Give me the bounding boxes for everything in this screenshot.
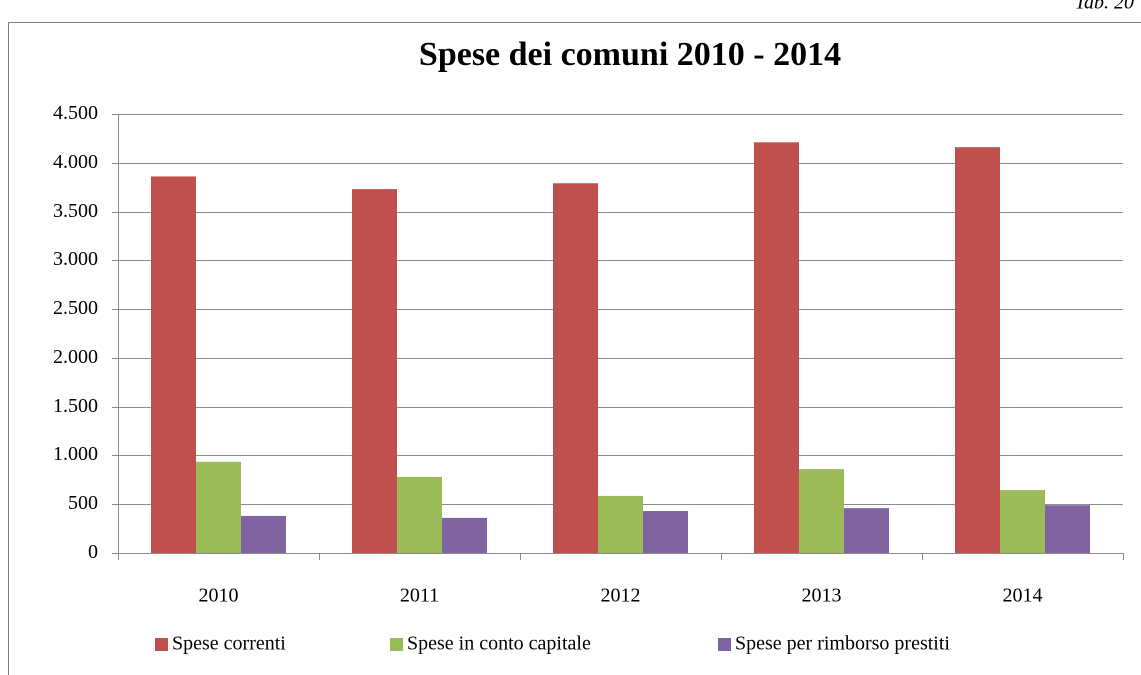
bar [643,511,688,553]
legend-swatch [155,638,168,651]
y-tick-label: 2.000 [53,346,98,368]
y-tick-label: 1.000 [53,443,98,465]
y-tick-label: 4.000 [53,151,98,173]
bar [754,142,799,553]
y-tick-label: 3.000 [53,248,98,270]
y-tick-label: 500 [68,492,98,514]
bar [397,476,442,553]
bar [196,461,241,553]
y-tick-label: 1.500 [53,395,98,417]
bar [844,508,889,553]
bar [352,189,397,553]
legend-label: Spese per rimborso prestiti [735,633,950,655]
table-label: Tab. 20 [1075,0,1134,14]
y-tick-label: 4.500 [53,102,98,124]
bar [151,176,196,554]
bar [598,495,643,553]
legend-label: Spese correnti [172,633,286,655]
legend-swatch [390,638,403,651]
x-tick-label: 2014 [1003,585,1043,607]
x-tick-label: 2013 [802,585,842,607]
bar [799,469,844,553]
legend-label: Spese in conto capitale [407,633,591,655]
y-tick-label: 3.500 [53,200,98,222]
x-tick-label: 2011 [400,585,439,607]
x-tick-label: 2012 [601,585,641,607]
bar [442,517,487,553]
chart-title: Spese dei comuni 2010 - 2014 [419,36,841,73]
y-tick-label: 2.500 [53,297,98,319]
bar [553,183,598,553]
bar [241,515,286,553]
y-tick-label: 0 [88,541,98,563]
bar [1045,505,1090,553]
bar [1000,490,1045,553]
bar [955,147,1000,553]
x-tick-label: 2010 [199,585,239,607]
legend-swatch [718,638,731,651]
